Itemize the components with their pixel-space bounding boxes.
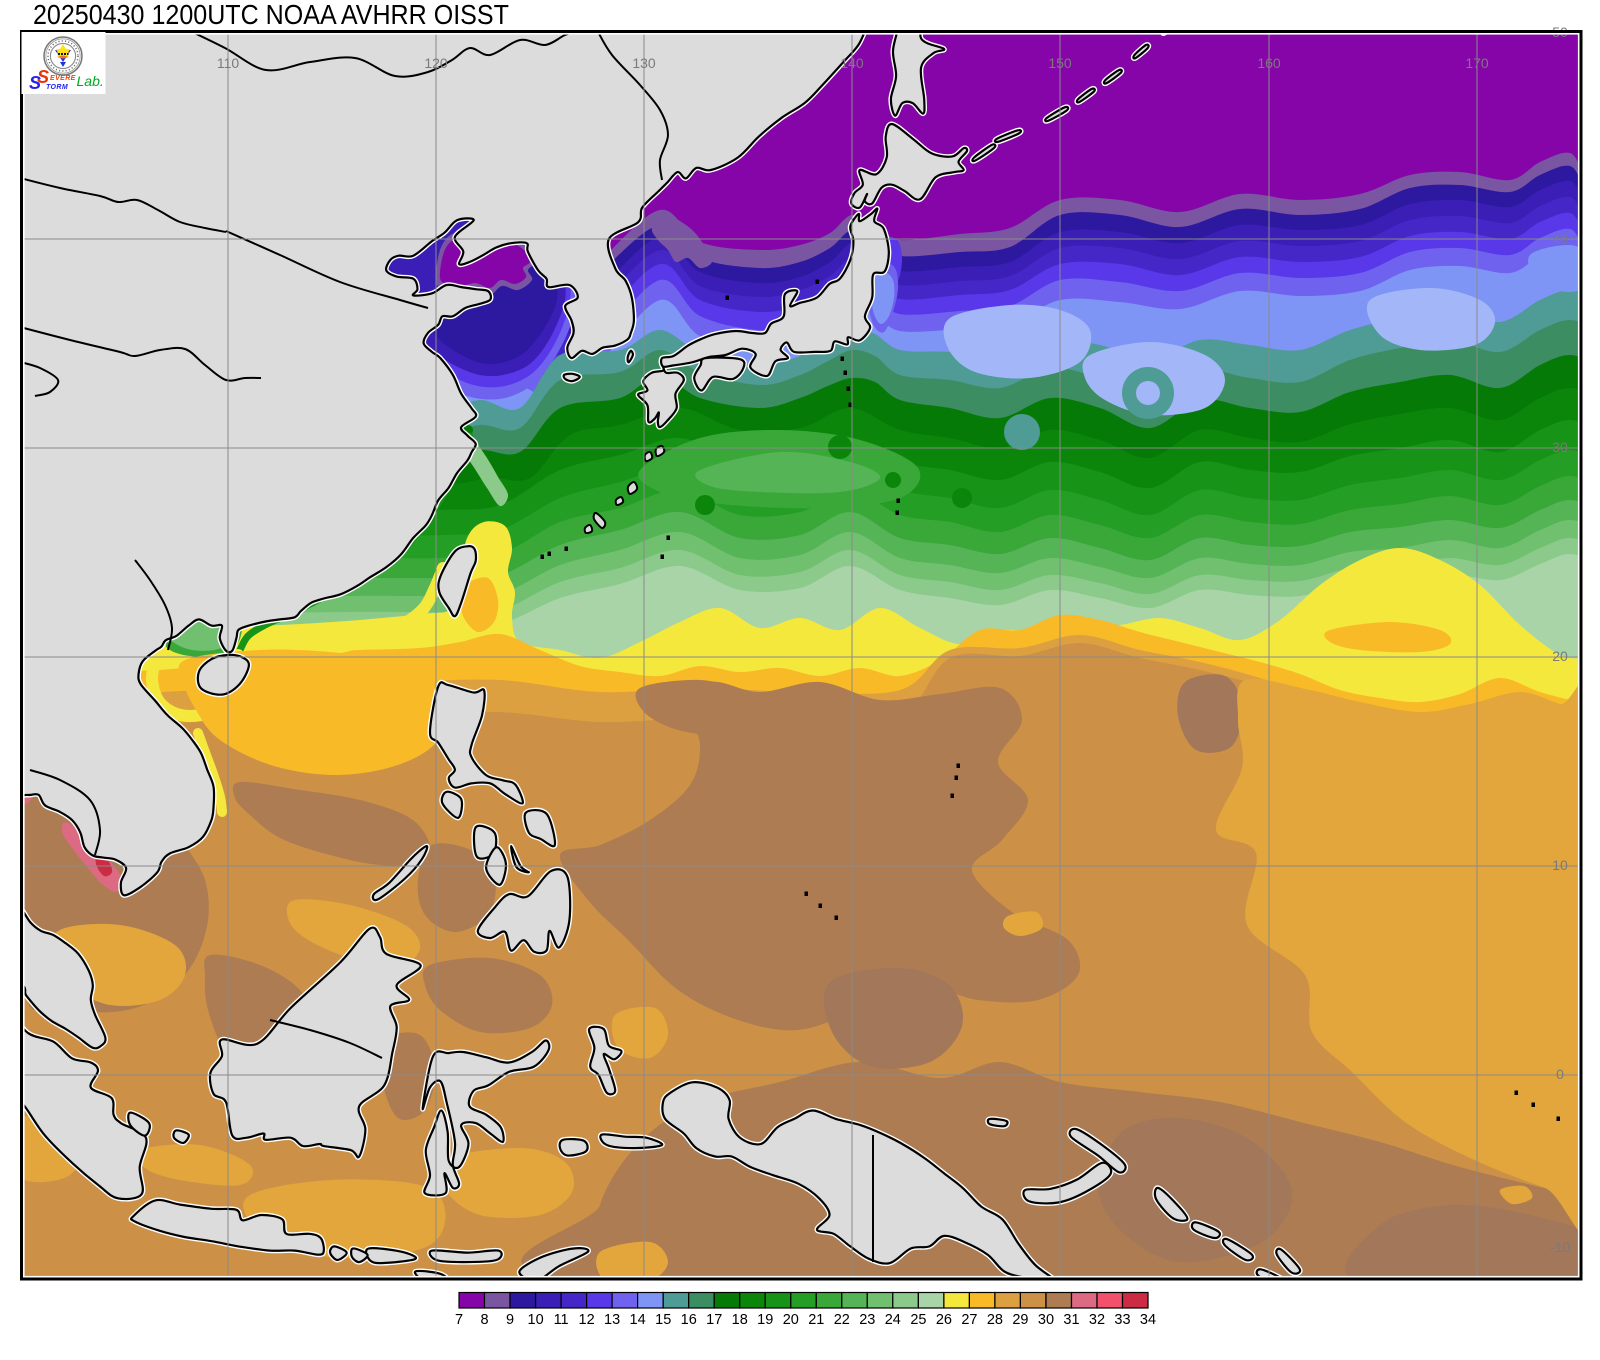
svg-text:10: 10 [1552,857,1568,873]
svg-text:120: 120 [424,55,448,71]
svg-text:140: 140 [840,55,864,71]
svg-text:23: 23 [859,1312,875,1328]
svg-text:27: 27 [961,1312,977,1328]
svg-text:31: 31 [1063,1312,1079,1328]
svg-text:20: 20 [783,1312,799,1328]
svg-text:12: 12 [579,1312,595,1328]
svg-text:160: 160 [1257,55,1281,71]
svg-text:110: 110 [217,55,240,71]
svg-text:19: 19 [757,1312,773,1328]
svg-text:26: 26 [936,1312,952,1328]
svg-text:34: 34 [1140,1312,1156,1328]
svg-text:30: 30 [1552,439,1568,455]
svg-text:21: 21 [808,1312,824,1328]
svg-text:17: 17 [706,1312,722,1328]
svg-text:7: 7 [455,1312,463,1328]
svg-text:40: 40 [1552,231,1568,247]
svg-text:11: 11 [554,1312,569,1328]
svg-text:TORM: TORM [46,84,68,91]
svg-text:10: 10 [528,1312,544,1328]
svg-text:0: 0 [1556,1066,1564,1082]
svg-text:16: 16 [681,1312,697,1328]
svg-text:130: 130 [632,55,656,71]
svg-text:18: 18 [732,1312,748,1328]
svg-text:S: S [37,67,49,87]
svg-text:28: 28 [987,1312,1003,1328]
svg-text:22: 22 [834,1312,850,1328]
svg-text:14: 14 [630,1312,646,1328]
svg-text:EVERE: EVERE [50,75,76,82]
svg-text:150: 150 [1048,55,1072,71]
svg-text:33: 33 [1114,1312,1130,1328]
svg-text:32: 32 [1089,1312,1105,1328]
svg-text:S: S [29,73,41,93]
svg-text:20: 20 [1552,648,1568,664]
svg-text:30: 30 [1038,1312,1054,1328]
svg-text:-10: -10 [1550,1239,1570,1255]
svg-text:8: 8 [480,1312,488,1328]
svg-text:170: 170 [1465,55,1489,71]
svg-text:9: 9 [506,1312,514,1328]
svg-text:25: 25 [910,1312,926,1328]
svg-text:Lab.: Lab. [77,73,104,89]
svg-text:24: 24 [885,1312,901,1328]
svg-text:29: 29 [1012,1312,1028,1328]
svg-text:15: 15 [655,1312,671,1328]
svg-text:13: 13 [604,1312,620,1328]
